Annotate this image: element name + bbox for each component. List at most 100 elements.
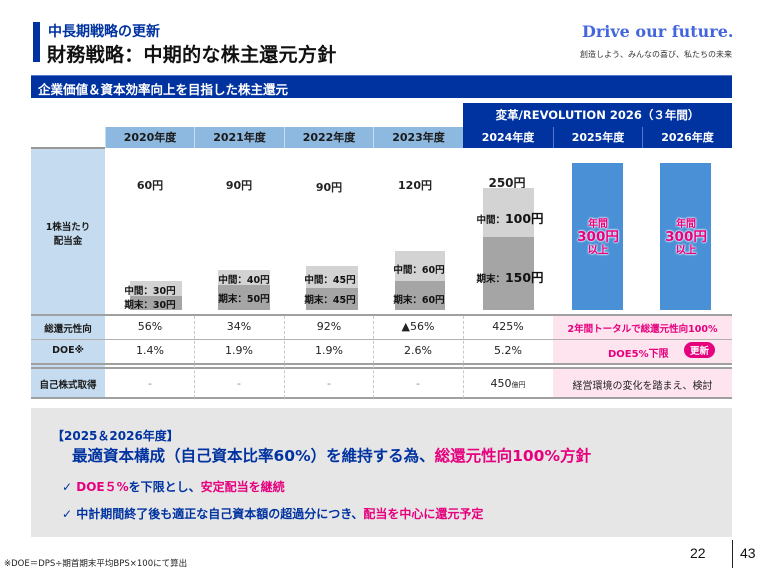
dividend-final-2020: 期末：30円 [124,300,176,311]
policy-main-part1: 最適資本構成（自己資本比率60%）を維持する為、 [72,447,435,465]
payout-2024: 425% [492,320,524,333]
payout-2021: 34% [226,320,252,333]
bar-final-2022 [306,288,358,310]
policy-main-part2: 総還元性向100%方針 [434,447,591,465]
title-accent-bar [33,22,40,62]
row-divider [31,397,732,399]
bar-final-2021 [218,285,270,310]
row-label-dividend-line2: 配当金 [53,236,83,247]
column-divider [463,316,464,398]
policy-item2-part2: 配当を中心に還元予定 [363,507,484,521]
doe-footnote: ※DOE＝DPS÷期首期末平均BPS×100にて算出 [4,559,188,569]
row-divider [31,339,732,340]
bar-interim-2023 [395,251,445,281]
row-label-doe: DOE※ [52,345,84,356]
target-2026-line3: 以上 [675,243,697,256]
buyback-2020: - [148,377,152,390]
buyback-2024-value: 450 [490,377,512,390]
check-icon: ✓ [62,507,73,521]
policy-item2-part1: 中計期間終了後も適正な自己資本額の超過分につき、 [76,507,364,521]
payout-2023: ▲56% [401,320,435,333]
dividend-final-2023: 期末：60円 [393,295,445,306]
bar-final-2020 [130,296,182,310]
dividend-total-2023: 120円 [398,179,432,192]
dividend-interim-2023: 中間：60円 [393,265,445,276]
bar-final-2024 [483,237,534,310]
policy-item1-part2: を下限とし、 [128,480,201,494]
bar-interim-2024 [483,188,534,237]
column-divider [373,316,374,398]
target-2025-line1: 年間 [588,219,608,230]
dividend-total-2024: 250円 [488,176,526,190]
buyback-2022: - [327,377,331,390]
target-2025-line2: 300円 [577,229,619,245]
policy-box [31,408,732,537]
bar-final-2023 [395,281,445,310]
bar-interim-2022 [306,266,358,288]
doe-2020: 1.4% [136,344,164,357]
policy-item-2: ✓ 中計期間終了後も適正な自己資本額の超過分につき、配当を中心に還元予定 [62,505,483,522]
payout-2022: 92% [316,320,342,333]
buyback-2024-unit: 億円 [511,381,526,389]
row-label-buyback: 自己株式取得 [39,380,97,391]
target-dividend-2026: 年間 300円 以上 [651,219,721,256]
updated-badge: 更新 [684,342,716,358]
target-dividend-2025: 年間 300円 以上 [563,219,633,256]
payout-future-policy: 2年間トータルで総還元性向100% [567,324,718,335]
dividend-interim-2024: 中間：100円 [470,208,550,227]
target-2026-line2: 300円 [665,229,707,245]
page-title: 財務戦略：中期的な株主還元方針 [47,44,337,66]
year-header-2021: 2021年度 [194,127,284,148]
dividend-interim-2021: 中間：40円 [218,275,270,286]
bar-target-2025 [572,163,623,310]
buyback-2021: - [237,377,241,390]
future-policy-cell-buyback [553,368,732,398]
dividend-total-2020: 60円 [136,179,164,192]
policy-item1-part1: DOE５% [76,480,129,494]
bar-interim-2021 [218,270,270,285]
row-label-dividend-line1: 1株当たり [45,222,91,233]
section-band-title: 企業価値＆資本効率向上を目指した株主還元 [38,82,289,97]
section-subtitle: 中長期戦略の更新 [48,24,160,40]
doe-future-policy: DOE5%下限 [608,349,669,360]
page-number: 22 [690,545,706,561]
policy-heading: 【2025＆2026年度】 [52,429,179,443]
policy-item-1: ✓ DOE５%を下限とし、安定配当を継続 [62,478,285,495]
year-header-2022: 2022年度 [284,127,373,148]
doe-2021: 1.9% [225,344,253,357]
target-2026-line1: 年間 [676,219,696,230]
row-divider [31,363,732,365]
brand-logo: Drive our future. [582,22,734,41]
bar-interim-2020 [130,281,182,296]
buyback-2024: 450億円 [463,377,553,390]
dividend-final-2024-value: 150円 [504,270,544,285]
row-divider [31,314,732,316]
brand-tagline: 創造しよう、みんなの喜び、私たちの未来 [580,50,732,59]
year-header-2020: 2020年度 [105,127,194,148]
buyback-future-policy: 経営環境の変化を踏まえ、検討 [572,381,713,392]
column-divider [284,316,285,398]
policy-item1-part3: 安定配当を継続 [200,480,285,494]
payout-2020: 56% [137,320,163,333]
year-header-2026: 2026年度 [642,127,732,148]
dividend-interim-2020: 中間：30円 [124,286,176,297]
section-band [31,75,732,98]
dividend-final-2021: 期末：50円 [218,294,270,305]
doe-2024: 5.2% [494,344,522,357]
policy-main-statement: 最適資本構成（自己資本比率60%）を維持する為、総還元性向100%方針 [72,444,591,466]
buyback-2023: - [416,377,420,390]
year-header-2023: 2023年度 [373,127,463,148]
dividend-final-2024: 期末：150円 [470,267,550,286]
dividend-total-2021: 90円 [225,179,253,192]
dividend-final-2024-label: 期末： [476,274,505,285]
doe-2022: 1.9% [315,344,343,357]
page-separator [732,540,733,568]
dividend-interim-2024-label: 中間： [476,215,505,226]
row-label-column [31,149,105,398]
total-pages: 43 [740,545,756,561]
dividend-interim-2024-value: 100円 [504,211,544,226]
doe-2023: 2.6% [404,344,432,357]
row-divider [31,367,732,369]
dividend-total-2022: 90円 [315,181,343,194]
column-divider [194,316,195,398]
